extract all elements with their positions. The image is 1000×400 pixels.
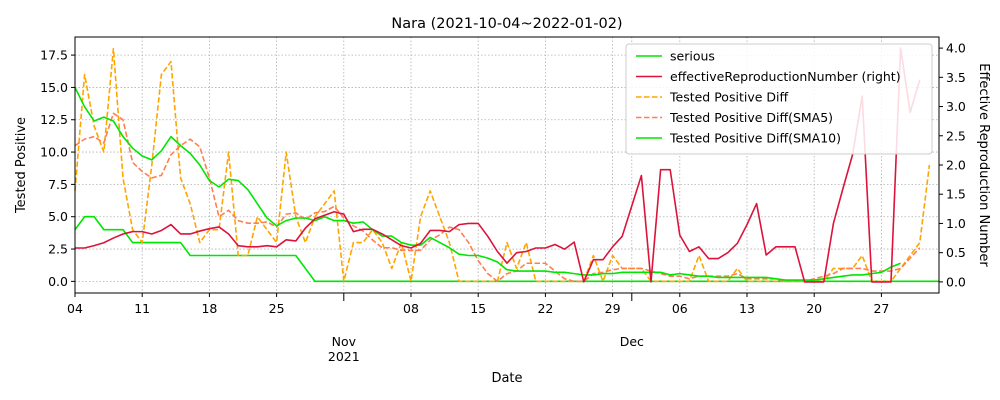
x-tick-label: 22 [537,301,553,316]
series-line-2 [75,47,921,283]
legend-label-3: Tested Positive Diff [669,90,788,105]
x-tick-label: 18 [201,301,217,316]
y-tick-label-right: 0.0 [946,274,966,289]
y-tick-label-left: 15.0 [40,80,68,95]
y-axis-label-left: Tested Positive [14,117,29,214]
x-tick-label: 15 [470,301,486,316]
x-tick-label: 06 [672,301,688,316]
x-tick-label: 27 [873,301,889,316]
x-tick-label: 25 [269,301,285,316]
x-axis-label: Date [491,371,522,386]
y-tick-label-right: 4.0 [946,41,966,56]
y-tick-label-right: 2.5 [946,128,966,143]
chart-title: Nara (2021-10-04~2022-01-02) [391,16,622,32]
y-tick-label-left: 10.0 [40,145,68,160]
legend-label-4: Tested Positive Diff(SMA5) [669,110,833,125]
x-tick-label: 29 [605,301,621,316]
y-tick-label-left: 7.5 [48,177,68,192]
y-tick-label-left: 12.5 [40,112,68,127]
x-tick-year-label: 2021 [328,349,360,364]
y-tick-label-left: 2.5 [48,242,68,257]
y-tick-label-left: 17.5 [40,48,68,63]
x-tick-label: 20 [806,301,822,316]
x-tick-label: 11 [134,301,150,316]
legend: serious effectiveReproductionNumber (righ… [625,43,933,155]
series-line-3 [74,47,931,283]
legend-label-2: effectiveReproductionNumber (right) [670,69,901,84]
y-tick-label-right: 0.5 [946,245,966,260]
axes: 0.0 2.5 5.0 7.5 10.0 12.5 15.0 17.5 0.0 0.5 1.0 1.5… [40,41,966,364]
x-tick-label: 13 [739,301,755,316]
y-tick-label-right: 1.5 [946,187,966,202]
y-tick-label-right: 1.0 [946,216,966,231]
y-tick-label-right: 3.5 [946,70,966,85]
y-tick-label-right: 3.0 [946,99,966,114]
x-tick-month-label: Dec [620,334,644,349]
y-axis-label-right: Effective Reproduction Number [976,63,991,267]
x-tick-label: 08 [403,301,419,316]
x-tick-month-label: Nov [332,334,357,349]
y-tick-label-right: 2.0 [946,158,966,173]
legend-label-5: Tested Positive Diff(SMA10) [669,131,841,146]
y-tick-label-left: 5.0 [48,209,68,224]
series-line-5 [74,87,901,281]
x-tick-label: 04 [67,301,83,316]
legend-label-1: serious [670,49,715,64]
legend-box [625,43,933,155]
y-tick-label-left: 0.0 [48,274,68,289]
series-layer [74,47,939,283]
